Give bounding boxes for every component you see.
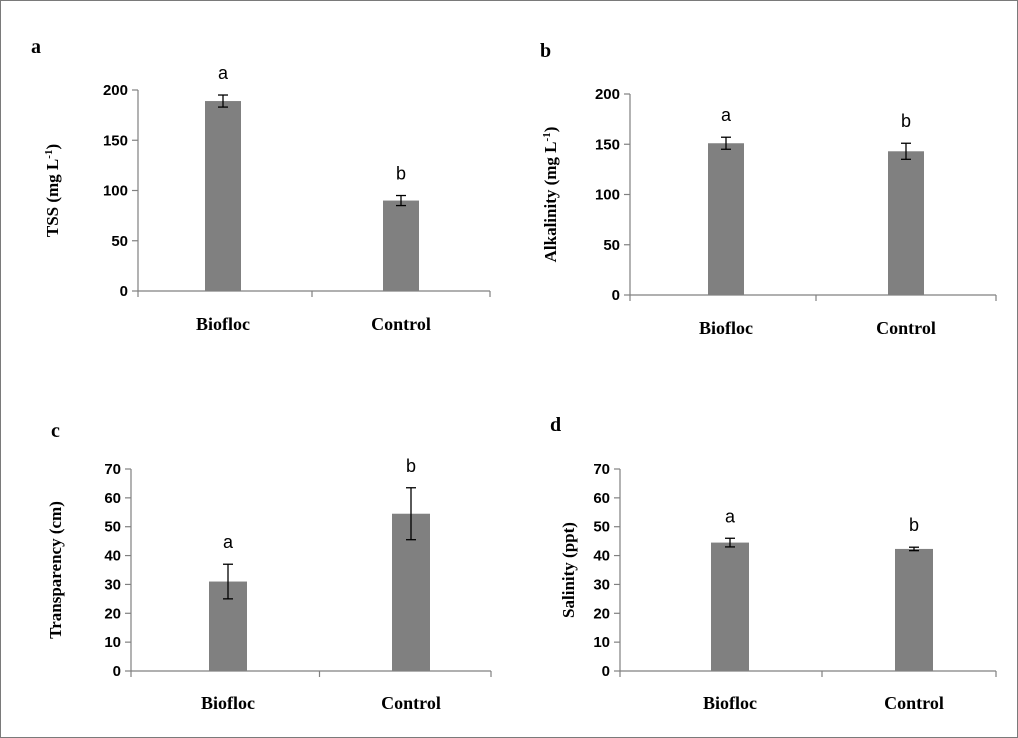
significance-label: b xyxy=(396,164,406,184)
bar-control xyxy=(888,151,924,295)
chart-panel-b: b 0 50 100 150 200 Alkalinity (mg L-1) a Biofloc… xyxy=(510,1,1017,370)
y-axis-label: TSS (mg L-1) xyxy=(43,144,62,237)
bar-biofloc xyxy=(205,101,241,292)
significance-label: a xyxy=(223,532,234,552)
panel-letter: b xyxy=(540,40,551,62)
chart-svg-b: b 0 50 100 150 200 Alkalinity (mg L-1) a Biofloc… xyxy=(540,40,997,338)
y-tick-label: 200 xyxy=(595,86,620,103)
x-category-label: Control xyxy=(884,693,944,713)
significance-label: a xyxy=(721,105,732,125)
significance-label: b xyxy=(909,515,919,535)
y-tick-label: 10 xyxy=(593,634,610,651)
chart-svg-a: a 0 50 100 150 200 TSS (mg L-1) a Biofloc b Contro… xyxy=(31,36,491,334)
y-tick-label: 70 xyxy=(104,461,121,478)
y-tick-label: 70 xyxy=(593,461,610,478)
y-tick-label: 10 xyxy=(104,634,121,651)
y-tick-label: 50 xyxy=(603,237,620,254)
error-bar xyxy=(721,136,731,150)
y-axis-label: Transparency (cm) xyxy=(46,501,65,639)
error-bar xyxy=(725,537,735,548)
y-axis-label: Alkalinity (mg L-1) xyxy=(541,127,560,263)
y-tick-label: 50 xyxy=(111,233,128,250)
y-tick-label: 0 xyxy=(602,663,610,680)
bar-biofloc xyxy=(711,542,749,671)
error-bar xyxy=(218,94,228,108)
y-tick-label: 100 xyxy=(103,183,128,200)
y-tick-label: 150 xyxy=(595,136,620,153)
x-category-label: Control xyxy=(876,318,936,338)
x-category-label: Biofloc xyxy=(699,318,753,338)
y-axis-label: Salinity (ppt) xyxy=(559,522,578,618)
y-tick-label: 30 xyxy=(593,576,610,593)
x-category-label: Biofloc xyxy=(196,314,250,334)
x-category-label: Biofloc xyxy=(201,693,255,713)
y-tick-label: 150 xyxy=(103,132,128,149)
panel-letter: a xyxy=(31,36,41,58)
y-tick-label: 20 xyxy=(593,605,610,622)
bar-control xyxy=(895,548,933,671)
y-tick-label: 0 xyxy=(612,287,620,304)
error-bar xyxy=(406,487,416,541)
error-bar xyxy=(901,142,911,160)
bar-biofloc xyxy=(708,143,744,295)
x-category-label: Control xyxy=(371,314,431,334)
y-tick-label: 40 xyxy=(593,548,610,565)
significance-label: b xyxy=(406,456,416,476)
y-tick-label: 50 xyxy=(104,519,121,536)
chart-panel-d: d 0 10 20 30 40 50 60 70 Salinity (ppt) a Biofloc b C… xyxy=(510,370,1017,737)
panel-letter: c xyxy=(51,420,60,442)
y-tick-label: 0 xyxy=(113,663,121,680)
y-tick-label: 50 xyxy=(593,519,610,536)
bar-control xyxy=(383,200,419,291)
significance-label: a xyxy=(218,63,229,83)
significance-label: b xyxy=(901,111,911,131)
x-category-label: Biofloc xyxy=(703,693,757,713)
y-tick-label: 200 xyxy=(103,82,128,99)
error-bar xyxy=(396,194,406,207)
chart-svg-c: c 0 10 20 30 40 50 60 70 Transparency (cm) a Bioflo… xyxy=(46,420,492,713)
y-tick-label: 100 xyxy=(595,187,620,204)
y-tick-label: 60 xyxy=(593,490,610,507)
y-tick-label: 20 xyxy=(104,605,121,622)
y-tick-label: 40 xyxy=(104,548,121,565)
y-tick-label: 60 xyxy=(104,490,121,507)
significance-label: a xyxy=(725,506,736,526)
y-tick-label: 30 xyxy=(104,576,121,593)
chart-panel-c: c 0 10 20 30 40 50 60 70 Transparency (cm) a Bioflo… xyxy=(1,370,510,737)
panel-letter: d xyxy=(550,414,561,436)
chart-panel-a: a 0 50 100 150 200 TSS (mg L-1) a Biofloc b Contro… xyxy=(1,1,510,370)
error-bar xyxy=(223,563,233,600)
x-category-label: Control xyxy=(381,693,441,713)
y-tick-label: 0 xyxy=(120,283,128,300)
error-bar xyxy=(909,546,919,552)
chart-svg-d: d 0 10 20 30 40 50 60 70 Salinity (ppt) a Biofloc b C… xyxy=(550,414,997,713)
